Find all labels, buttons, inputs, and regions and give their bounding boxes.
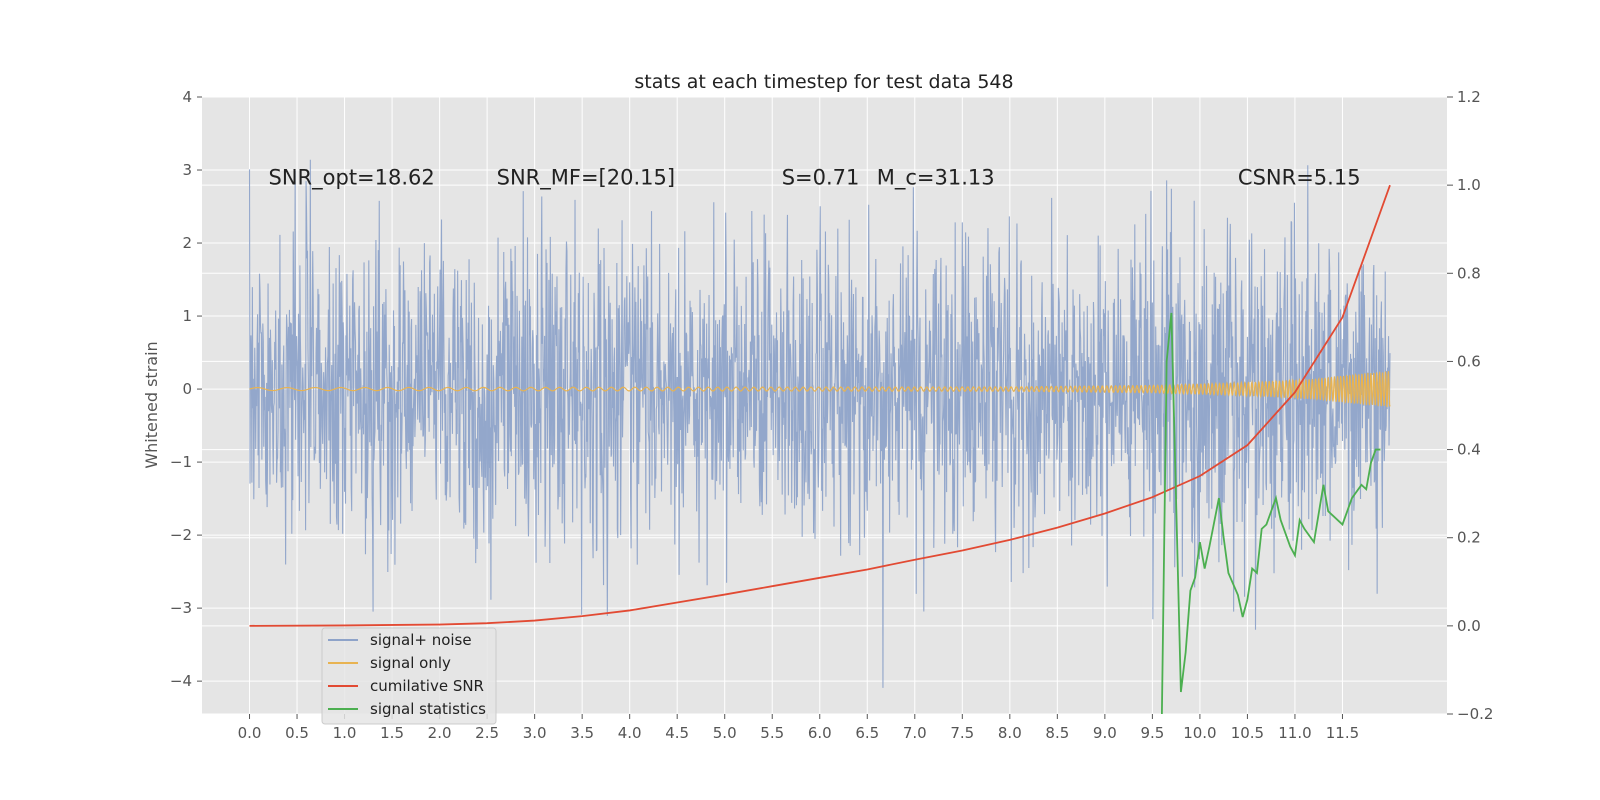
y-right-tick-label: 1.2 — [1457, 88, 1481, 106]
x-tick-label: 11.5 — [1326, 724, 1359, 742]
chart-title: stats at each timestep for test data 548 — [634, 71, 1013, 93]
y-right-tick-label: 0.4 — [1457, 441, 1481, 459]
legend: signal+ noise signal only cumilative SNR si… — [321, 627, 497, 725]
series-layer — [248, 159, 1391, 715]
x-tick-label: 6.5 — [855, 724, 879, 742]
y-left-tick-label: 2 — [182, 234, 192, 252]
x-tick-label: 3.5 — [570, 724, 594, 742]
x-tick-label: 10.5 — [1231, 724, 1264, 742]
annotation-text: S=0.71 — [782, 165, 860, 189]
y-left-tick-label: −4 — [170, 672, 192, 690]
annotation-text: SNR_MF=[20.15] — [497, 165, 675, 190]
legend-label: signal+ noise — [370, 631, 472, 649]
ticks-layer: 0.0 0.5 1.0 1.5 2.0 2.5 3.0 3.5 4.0 4.5 5.0 5.5 6.0 6… — [170, 88, 1494, 742]
x-tick-label: 6.0 — [808, 724, 832, 742]
x-tick-label: 4.5 — [665, 724, 689, 742]
x-tick-label: 3.0 — [523, 724, 547, 742]
y-left-tick-label: 0 — [182, 380, 192, 398]
x-tick-label: 0.5 — [285, 724, 309, 742]
x-tick-label: 8.0 — [998, 724, 1022, 742]
series-signal-only — [249, 371, 1391, 408]
x-tick-label: 5.0 — [713, 724, 737, 742]
y-right-tick-label: 1.0 — [1457, 176, 1481, 194]
annotation-text: CSNR=5.15 — [1238, 165, 1361, 189]
y-left-tick-label: 3 — [182, 161, 192, 179]
y-right-tick-label: 0.2 — [1457, 529, 1481, 547]
x-tick-label: 2.5 — [475, 724, 499, 742]
y-right-tick-label: 0.0 — [1457, 617, 1481, 635]
y-left-tick-label: 1 — [182, 307, 192, 325]
x-tick-label: 9.5 — [1140, 724, 1164, 742]
y-left-tick-label: −2 — [170, 526, 192, 544]
x-tick-label: 9.0 — [1093, 724, 1117, 742]
annotation-text: SNR_opt=18.62 — [269, 165, 435, 190]
legend-label: cumilative SNR — [370, 677, 484, 695]
x-tick-label: 2.0 — [428, 724, 452, 742]
series-signal-noise — [248, 159, 1391, 688]
annotation-text: M_c=31.13 — [877, 165, 995, 190]
series-signal-statistics — [1160, 312, 1381, 715]
x-tick-label: 5.5 — [760, 724, 784, 742]
x-tick-label: 8.5 — [1045, 724, 1069, 742]
y-axis-label: Whitened strain — [142, 341, 161, 468]
y-left-tick-label: −1 — [170, 453, 192, 471]
x-tick-label: 7.5 — [950, 724, 974, 742]
y-right-tick-label: 0.8 — [1457, 264, 1481, 282]
x-tick-label: 10.0 — [1183, 724, 1216, 742]
y-left-tick-label: 4 — [182, 88, 192, 106]
legend-label: signal only — [370, 654, 451, 672]
y-right-tick-label: −0.2 — [1457, 705, 1493, 723]
series-cumulative-snr — [249, 184, 1391, 627]
x-tick-label: 0.0 — [238, 724, 262, 742]
y-left-tick-label: −3 — [170, 599, 192, 617]
x-tick-label: 1.0 — [333, 724, 357, 742]
x-tick-label: 1.5 — [380, 724, 404, 742]
annotations: SNR_opt=18.62 SNR_MF=[20.15] S=0.71 M_c=31.… — [269, 165, 1361, 190]
x-tick-label: 4.0 — [618, 724, 642, 742]
x-tick-label: 7.0 — [903, 724, 927, 742]
legend-label: signal statistics — [370, 700, 486, 718]
x-tick-label: 11.0 — [1278, 724, 1311, 742]
y-right-tick-label: 0.6 — [1457, 352, 1481, 370]
legend-box — [321, 627, 497, 725]
